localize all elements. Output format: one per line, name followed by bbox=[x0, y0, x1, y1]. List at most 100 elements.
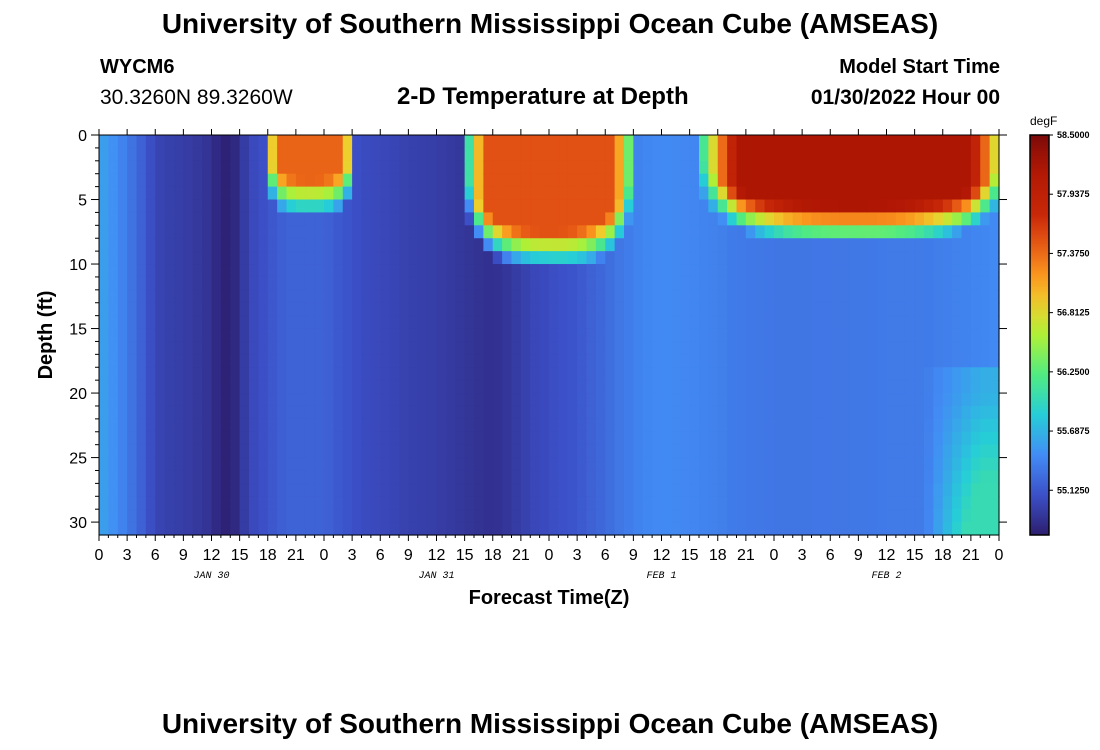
heatmap-cell bbox=[764, 186, 775, 201]
heatmap-cell bbox=[802, 225, 813, 239]
heatmap-cell bbox=[952, 315, 963, 330]
heatmap-cell bbox=[314, 302, 325, 317]
heatmap-cell bbox=[727, 380, 738, 394]
heatmap-cell bbox=[661, 483, 672, 497]
heatmap-cell bbox=[914, 354, 925, 368]
heatmap-cell bbox=[483, 470, 494, 484]
heatmap-cell bbox=[895, 444, 906, 459]
heatmap-cell bbox=[577, 251, 588, 265]
heatmap-cell bbox=[970, 225, 981, 239]
heatmap-cell bbox=[417, 367, 428, 381]
heatmap-cell bbox=[230, 135, 241, 149]
heatmap-cell bbox=[670, 199, 681, 214]
heatmap-cell bbox=[145, 160, 156, 175]
heatmap-cell bbox=[324, 173, 334, 188]
heatmap-cell bbox=[455, 264, 466, 278]
heatmap-cell bbox=[305, 212, 316, 226]
heatmap-cell bbox=[839, 405, 850, 420]
heatmap-cell bbox=[361, 341, 372, 355]
heatmap-cell bbox=[267, 457, 278, 472]
heatmap-cell bbox=[511, 186, 522, 201]
heatmap-cell bbox=[286, 289, 297, 304]
heatmap-cell bbox=[680, 522, 691, 536]
heatmap-cell bbox=[183, 328, 194, 343]
heatmap-cell bbox=[624, 135, 634, 149]
heatmap-cell bbox=[127, 289, 138, 304]
heatmap-cell bbox=[183, 135, 194, 149]
heatmap-cell bbox=[352, 431, 363, 446]
heatmap-cell bbox=[849, 367, 859, 381]
heatmap-cell bbox=[202, 315, 213, 330]
heatmap-cell bbox=[136, 135, 147, 149]
heatmap-cell bbox=[408, 302, 419, 317]
heatmap-cell bbox=[886, 289, 897, 304]
heatmap-cell bbox=[624, 289, 634, 304]
heatmap-cell bbox=[539, 341, 550, 355]
heatmap-cell bbox=[539, 289, 550, 304]
heatmap-cell bbox=[286, 160, 297, 175]
heatmap-cell bbox=[314, 147, 325, 162]
heatmap-cell bbox=[127, 276, 138, 291]
heatmap-cell bbox=[455, 289, 466, 304]
heatmap-cell bbox=[980, 354, 991, 368]
heatmap-cell bbox=[324, 341, 334, 355]
heatmap-cell bbox=[380, 186, 391, 201]
heatmap-cell bbox=[727, 457, 738, 472]
heatmap-cell bbox=[258, 341, 269, 355]
heatmap-cell bbox=[474, 418, 484, 433]
heatmap-cell bbox=[230, 264, 241, 278]
heatmap-cell bbox=[642, 276, 653, 291]
heatmap-cell bbox=[830, 212, 841, 226]
heatmap-cell bbox=[380, 496, 391, 510]
heatmap-cell bbox=[830, 264, 841, 278]
heatmap-cell bbox=[595, 173, 606, 188]
heatmap-cell bbox=[249, 264, 259, 278]
heatmap-cell bbox=[558, 444, 569, 459]
heatmap-cell bbox=[436, 160, 447, 175]
heatmap-cell bbox=[717, 341, 728, 355]
heatmap-cell bbox=[220, 457, 231, 472]
heatmap-cell bbox=[933, 264, 944, 278]
heatmap-cell bbox=[417, 380, 428, 394]
heatmap-cell bbox=[736, 212, 747, 226]
heatmap-cell bbox=[595, 264, 606, 278]
heatmap-cell bbox=[117, 354, 128, 368]
heatmap-cell bbox=[549, 147, 559, 162]
heatmap-cell bbox=[905, 522, 916, 536]
heatmap-cell bbox=[314, 264, 325, 278]
heatmap-cell bbox=[586, 354, 597, 368]
heatmap-cell bbox=[164, 418, 175, 433]
heatmap-cell bbox=[474, 483, 484, 497]
x-tick-label: 9 bbox=[404, 547, 413, 564]
chart-axes: 0 3 6 9 12 15 18 21 0 3 6 9 12 15 18 21 0 3 6 9 12 15 18 21 0 3 6 9… bbox=[69, 128, 1007, 582]
heatmap-cell bbox=[989, 238, 1000, 252]
heatmap-cell bbox=[483, 444, 494, 459]
heatmap-cell bbox=[117, 470, 128, 484]
heatmap-cell bbox=[727, 483, 738, 497]
heatmap-cell bbox=[670, 380, 681, 394]
heatmap-cell bbox=[380, 457, 391, 472]
heatmap-cell bbox=[277, 160, 288, 175]
heatmap-cell bbox=[849, 225, 859, 239]
heatmap-cell bbox=[117, 173, 128, 188]
heatmap-cell bbox=[333, 496, 344, 510]
heatmap-cell bbox=[370, 264, 381, 278]
heatmap-cell bbox=[258, 405, 269, 420]
heatmap-cell bbox=[211, 212, 222, 226]
heatmap-cell bbox=[314, 470, 325, 484]
heatmap-cell bbox=[652, 212, 663, 226]
heatmap-cell bbox=[755, 135, 766, 149]
heatmap-cell bbox=[117, 367, 128, 381]
heatmap-cell bbox=[670, 483, 681, 497]
heatmap-cell bbox=[745, 212, 756, 226]
heatmap-cell bbox=[249, 199, 259, 214]
heatmap-cell bbox=[614, 302, 625, 317]
heatmap-cell bbox=[624, 251, 634, 265]
heatmap-cell bbox=[699, 341, 709, 355]
heatmap-cell bbox=[314, 380, 325, 394]
heatmap-cell bbox=[342, 212, 353, 226]
heatmap-cell bbox=[174, 483, 184, 497]
heatmap-cell bbox=[267, 212, 278, 226]
x-tick-label: 18 bbox=[934, 547, 952, 564]
heatmap-cell bbox=[633, 509, 644, 523]
